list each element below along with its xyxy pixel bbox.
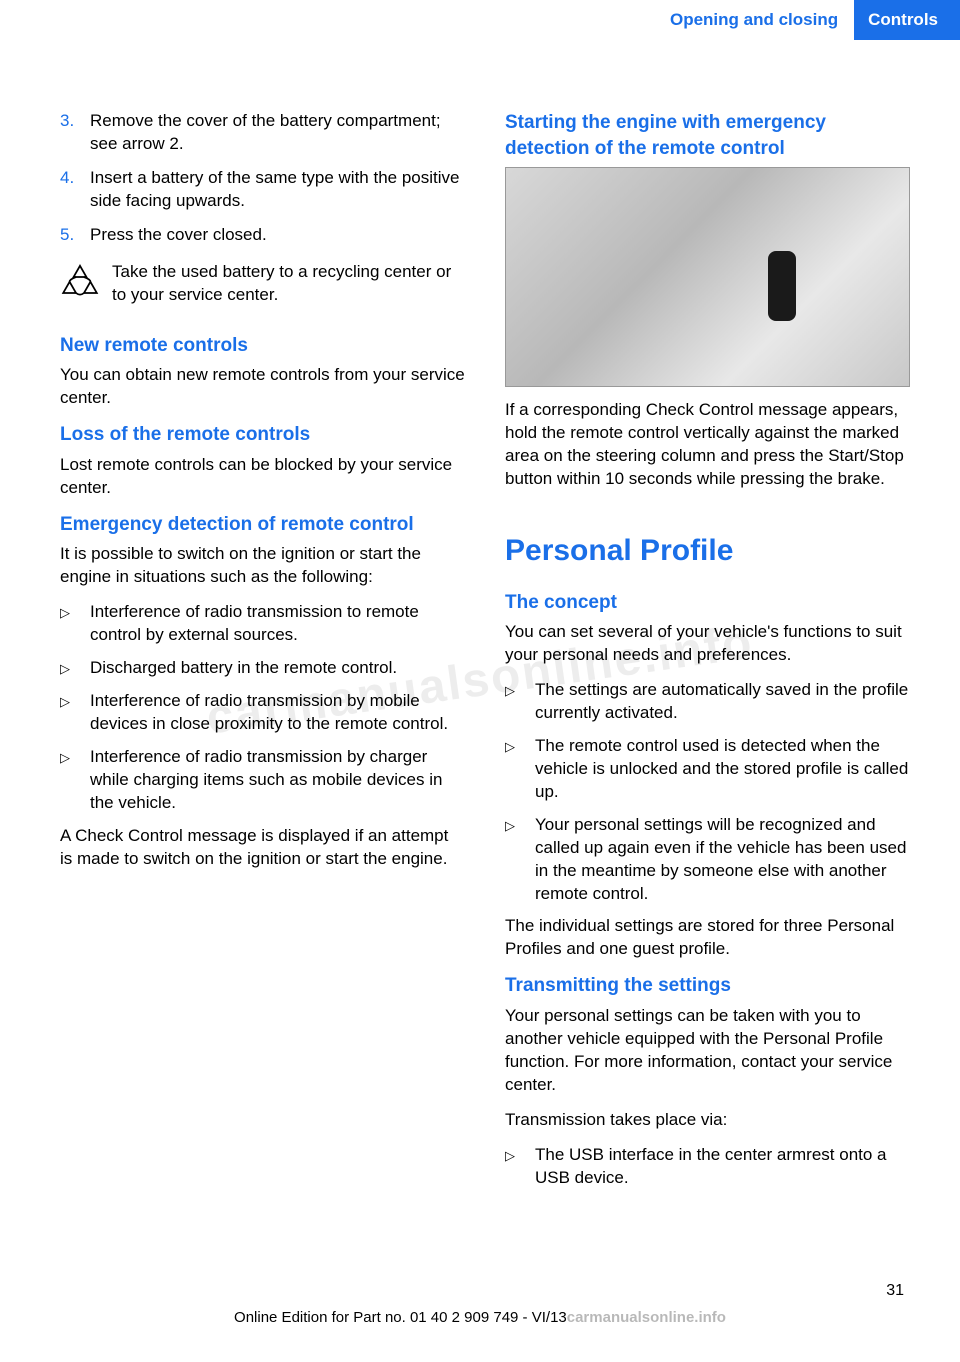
paragraph: It is possible to switch on the ignition… bbox=[60, 543, 465, 589]
header-chapter-label: Controls bbox=[854, 0, 960, 40]
paragraph: You can set several of your vehicle's fu… bbox=[505, 621, 910, 667]
heading-start-engine-emergency: Starting the engine with emergency detec… bbox=[505, 110, 910, 161]
list-item: ▷ Interference of radio transmission by … bbox=[60, 746, 465, 815]
heading-emergency-detection: Emergency detection of remote control bbox=[60, 512, 465, 538]
list-item: ▷ Interference of radio transmission to … bbox=[60, 601, 465, 647]
list-text: The remote control used is detected when… bbox=[535, 735, 910, 804]
list-text: Interference of radio transmission by mo… bbox=[90, 690, 465, 736]
paragraph: Lost remote controls can be blocked by y… bbox=[60, 454, 465, 500]
list-text: Insert a battery of the same type with t… bbox=[90, 167, 465, 213]
list-item: ▷ Interference of radio transmission by … bbox=[60, 690, 465, 736]
heading-loss-remote: Loss of the remote controls bbox=[60, 422, 465, 448]
left-column: 3. Remove the cover of the battery compa… bbox=[60, 110, 465, 1200]
page-number: 31 bbox=[886, 1280, 904, 1302]
list-text: Interference of radio transmission to re… bbox=[90, 601, 465, 647]
bullet-icon: ▷ bbox=[60, 690, 90, 736]
recycle-text: Take the used battery to a recycling cen… bbox=[112, 261, 465, 307]
recycle-note: Take the used battery to a recycling cen… bbox=[60, 261, 465, 307]
paragraph: Your personal settings can be taken with… bbox=[505, 1005, 910, 1097]
recycle-icon bbox=[60, 261, 100, 301]
footer-watermark: carmanualsonline.info bbox=[567, 1309, 726, 1326]
heading-transmitting: Transmitting the settings bbox=[505, 973, 910, 999]
footer: Online Edition for Part no. 01 40 2 909 … bbox=[0, 1308, 960, 1328]
bullet-icon: ▷ bbox=[60, 601, 90, 647]
list-item: 5. Press the cover closed. bbox=[60, 224, 465, 247]
list-text: The settings are automatically saved in … bbox=[535, 679, 910, 725]
remote-control-steering-image bbox=[505, 167, 910, 387]
list-item: ▷ The USB interface in the center armres… bbox=[505, 1144, 910, 1190]
paragraph: The individual settings are stored for t… bbox=[505, 915, 910, 961]
paragraph: Transmission takes place via: bbox=[505, 1109, 910, 1132]
heading-new-remote: New remote controls bbox=[60, 333, 465, 359]
footer-text: Online Edition for Part no. 01 40 2 909 … bbox=[234, 1309, 567, 1326]
list-text: The USB interface in the center armrest … bbox=[535, 1144, 910, 1190]
content-columns: 3. Remove the cover of the battery compa… bbox=[0, 110, 960, 1200]
list-item: ▷ The settings are automatically saved i… bbox=[505, 679, 910, 725]
list-text: Press the cover closed. bbox=[90, 224, 267, 247]
heading-personal-profile: Personal Profile bbox=[505, 531, 910, 572]
right-column: Starting the engine with emergency detec… bbox=[505, 110, 910, 1200]
bullet-icon: ▷ bbox=[60, 746, 90, 815]
bullet-icon: ▷ bbox=[505, 679, 535, 725]
list-text: Discharged battery in the remote control… bbox=[90, 657, 397, 680]
paragraph: You can obtain new remote controls from … bbox=[60, 364, 465, 410]
bullet-icon: ▷ bbox=[505, 735, 535, 804]
list-item: 3. Remove the cover of the battery compa… bbox=[60, 110, 465, 156]
heading-concept: The concept bbox=[505, 590, 910, 616]
list-item: 4. Insert a battery of the same type wit… bbox=[60, 167, 465, 213]
bullet-icon: ▷ bbox=[60, 657, 90, 680]
list-text: Interference of radio transmission by ch… bbox=[90, 746, 465, 815]
list-number: 4. bbox=[60, 167, 90, 213]
list-item: ▷ Discharged battery in the remote contr… bbox=[60, 657, 465, 680]
list-number: 3. bbox=[60, 110, 90, 156]
header-section-label: Opening and closing bbox=[670, 0, 854, 40]
paragraph: If a corresponding Check Control message… bbox=[505, 399, 910, 491]
list-item: ▷ The remote control used is detected wh… bbox=[505, 735, 910, 804]
list-number: 5. bbox=[60, 224, 90, 247]
bullet-icon: ▷ bbox=[505, 1144, 535, 1190]
list-text: Your personal settings will be recognize… bbox=[535, 814, 910, 906]
list-item: ▷ Your personal settings will be recogni… bbox=[505, 814, 910, 906]
page-header: Opening and closing Controls bbox=[0, 0, 960, 40]
list-text: Remove the cover of the battery compartm… bbox=[90, 110, 465, 156]
bullet-icon: ▷ bbox=[505, 814, 535, 906]
paragraph: A Check Control message is displayed if … bbox=[60, 825, 465, 871]
